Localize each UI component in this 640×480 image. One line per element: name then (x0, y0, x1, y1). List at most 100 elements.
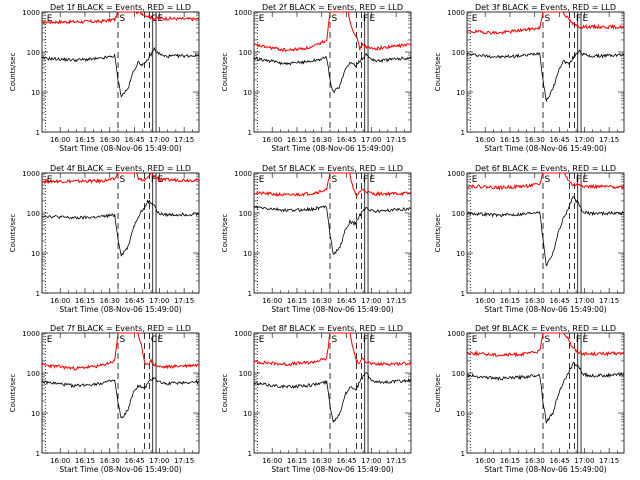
y-tick-label: 100 (239, 370, 252, 378)
y-axis-label: Counts/sec (221, 53, 229, 92)
y-axis-label: Counts/sec (9, 53, 17, 92)
x-tick-label: 16:45 (549, 297, 569, 305)
time-marker-label: E (259, 14, 265, 24)
time-marker-label: S (120, 14, 126, 24)
y-tick-label: 10 (243, 250, 252, 258)
x-tick-label: 16:45 (336, 457, 356, 465)
x-tick-label: 16:30 (312, 136, 332, 144)
x-tick-label: 16:00 (50, 136, 70, 144)
time-marker-label: F (576, 14, 581, 24)
x-tick-label: 16:00 (475, 136, 495, 144)
series-lld-line (253, 172, 412, 198)
x-tick-label: 16:45 (336, 136, 356, 144)
panel-det-6: Det 6f BLACK = Events, RED = LLD 1 10 100 10… (434, 164, 625, 314)
y-tick-label: 10 (243, 410, 252, 418)
series-events-line (253, 205, 412, 255)
panel-det-3: Det 3f BLACK = Events, RED = LLD 1 10 100 10… (434, 3, 625, 153)
time-marker-label: S (545, 335, 551, 345)
x-tick-label: 17:00 (149, 457, 169, 465)
x-tick-label: 16:30 (100, 457, 120, 465)
x-tick-label: 17:15 (174, 297, 194, 305)
time-marker-label: E (370, 335, 376, 345)
series-events-line (466, 196, 624, 267)
time-marker-label: E (472, 335, 478, 345)
x-tick-label: 16:30 (100, 136, 120, 144)
y-axis-label: Counts/sec (9, 374, 17, 413)
x-axis-label: Start Time (08-Nov-06 15:49:00) (271, 305, 393, 314)
series-lld-line (466, 332, 625, 358)
panel-det-2: Det 2f BLACK = Events, RED = LLD 1 10 100 10… (221, 3, 412, 153)
x-tick-label: 16:00 (50, 297, 70, 305)
plot-frame (466, 11, 625, 133)
panel-det-5: Det 5f BLACK = Events, RED = LLD 1 10 100 10… (221, 164, 412, 314)
y-tick-label: 100 (27, 210, 40, 218)
y-tick-label: 1 (248, 290, 252, 298)
y-tick-label: 1 (248, 129, 252, 137)
y-tick-label: 100 (27, 49, 40, 57)
panel-title: Det 6f BLACK = Events, RED = LLD (475, 164, 616, 173)
plot-frame (253, 332, 412, 454)
x-tick-label: 17:00 (149, 297, 169, 305)
x-tick-label: 16:45 (549, 457, 569, 465)
x-axis-label: Start Time (08-Nov-06 15:49:00) (484, 465, 606, 474)
series-lld-line (466, 11, 625, 35)
panel-title: Det 2f BLACK = Events, RED = LLD (262, 3, 403, 12)
plot-frame (253, 172, 412, 294)
x-tick-label: 17:00 (361, 136, 381, 144)
x-tick-label: 16:15 (500, 457, 520, 465)
x-tick-label: 16:15 (75, 136, 95, 144)
x-tick-label: 17:15 (599, 297, 619, 305)
y-tick-label: 1000 (234, 170, 252, 178)
x-tick-label: 16:15 (287, 136, 307, 144)
time-marker-label: E (583, 175, 589, 185)
x-tick-label: 16:00 (50, 457, 70, 465)
y-tick-label: 1 (248, 450, 252, 458)
y-tick-label: 10 (456, 89, 465, 97)
x-tick-label: 17:00 (574, 136, 594, 144)
x-tick-label: 16:45 (124, 297, 144, 305)
x-tick-label: 17:15 (174, 136, 194, 144)
y-axis-label: Counts/sec (434, 214, 442, 253)
time-marker-label: E (583, 335, 589, 345)
y-tick-label: 10 (243, 89, 252, 97)
time-marker-label: E (158, 335, 164, 345)
x-tick-label: 17:00 (574, 457, 594, 465)
x-tick-label: 17:00 (574, 297, 594, 305)
time-marker-label: E (259, 175, 265, 185)
x-tick-label: 16:15 (75, 457, 95, 465)
y-tick-label: 100 (239, 210, 252, 218)
panel-det-9: Det 9f BLACK = Events, RED = LLD 1 10 100 10… (434, 324, 625, 474)
panel-det-4: Det 4f BLACK = Events, RED = LLD 1 10 100 10… (9, 164, 200, 314)
x-tick-label: 16:00 (262, 136, 282, 144)
x-tick-label: 16:30 (312, 297, 332, 305)
y-tick-label: 1 (36, 290, 40, 298)
series-events-line (41, 46, 200, 98)
panel-det-7: Det 7f BLACK = Events, RED = LLD 1 10 100 10… (9, 324, 200, 474)
y-axis-label: Counts/sec (221, 214, 229, 253)
time-marker-label: F (363, 175, 368, 185)
time-marker-label: E (47, 14, 53, 24)
x-tick-label: 16:45 (336, 297, 356, 305)
panel-title: Det 8f BLACK = Events, RED = LLD (262, 324, 403, 333)
series-events-line (253, 53, 412, 94)
y-axis-label: Counts/sec (9, 214, 17, 253)
time-marker-label: F (363, 14, 368, 24)
x-tick-label: 16:30 (525, 136, 545, 144)
x-axis-label: Start Time (08-Nov-06 15:49:00) (484, 305, 606, 314)
panel-title: Det 1f BLACK = Events, RED = LLD (50, 3, 191, 12)
plot-frame (466, 332, 625, 454)
y-tick-label: 10 (31, 89, 40, 97)
x-axis-label: Start Time (08-Nov-06 15:49:00) (59, 144, 181, 153)
x-tick-label: 16:15 (287, 457, 307, 465)
x-tick-label: 16:00 (475, 297, 495, 305)
x-tick-label: 16:00 (262, 297, 282, 305)
y-tick-label: 1000 (234, 330, 252, 338)
plot-frame (466, 172, 625, 294)
y-tick-label: 100 (452, 370, 465, 378)
panel-det-8: Det 8f BLACK = Events, RED = LLD 1 10 100 10… (221, 324, 412, 474)
y-tick-label: 1 (461, 129, 465, 137)
time-marker-label: F (576, 175, 581, 185)
y-tick-label: 1000 (22, 9, 40, 17)
series-events-line (466, 49, 625, 103)
